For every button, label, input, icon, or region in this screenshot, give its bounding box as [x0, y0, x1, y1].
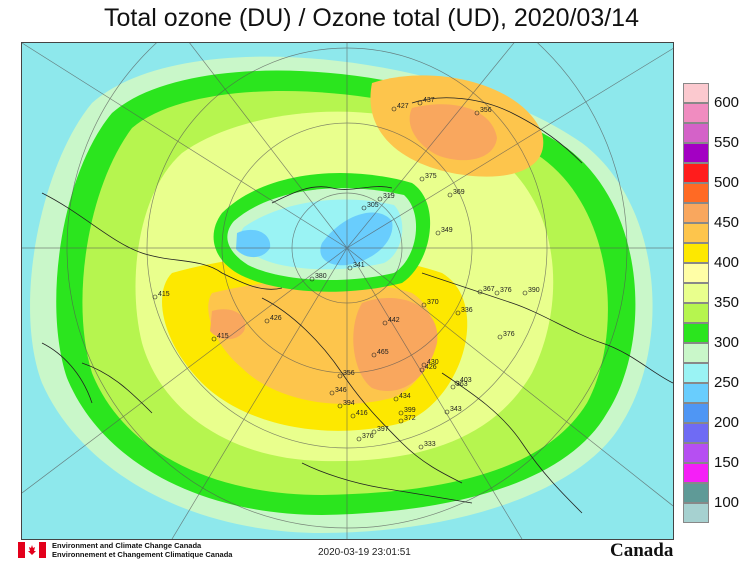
legend-swatch — [683, 383, 709, 403]
station-label: 336 — [461, 307, 473, 314]
station-label: 356 — [343, 370, 355, 377]
station-label: 370 — [427, 299, 439, 306]
station-label: 376 — [503, 331, 515, 338]
station-label: 333 — [424, 441, 436, 448]
legend-tick-label: 150 — [714, 454, 740, 471]
legend-swatch — [683, 343, 709, 363]
legend-tick-label: 500 — [714, 174, 740, 191]
station-label: 375 — [425, 173, 437, 180]
legend-swatch — [683, 263, 709, 283]
station-label: 437 — [423, 97, 435, 104]
legend-swatch — [683, 323, 709, 343]
legend-tick-label: 100 — [714, 494, 740, 511]
legend-tick-label: 600 — [714, 94, 740, 111]
legend-swatch — [683, 83, 709, 103]
station-label: 376 — [500, 287, 512, 294]
ozone-map: 437 356 427 375 369 305 319 349 380 341 … — [21, 42, 674, 540]
station-label: 380 — [315, 273, 327, 280]
legend-swatch — [683, 203, 709, 223]
legend-tick-label: 200 — [714, 414, 740, 431]
org-name-fr: Environnement et Changement Climatique C… — [52, 550, 233, 559]
legend-swatch — [683, 423, 709, 443]
station-label: 349 — [441, 227, 453, 234]
legend-swatch — [683, 443, 709, 463]
station-label: 319 — [383, 193, 395, 200]
legend-tick-label: 450 — [714, 214, 740, 231]
station-label: 305 — [367, 202, 379, 209]
station-label: 465 — [377, 349, 389, 356]
generated-timestamp: 2020-03-19 23:01:51 — [318, 547, 411, 558]
org-name: Environment and Climate Change Canada En… — [52, 541, 232, 559]
legend-swatch — [683, 283, 709, 303]
station-label: 426 — [270, 315, 282, 322]
legend-swatch — [683, 303, 709, 323]
station-label: 403 — [460, 377, 472, 384]
legend-tick-label: 550 — [714, 134, 740, 151]
station-label: 394 — [343, 400, 355, 407]
station-label: 341 — [353, 262, 365, 269]
legend-tick-label: 300 — [714, 334, 740, 351]
station-label: 416 — [356, 410, 368, 417]
station-label: 390 — [528, 287, 540, 294]
station-label: 426 — [425, 364, 437, 371]
legend-swatch — [683, 143, 709, 163]
legend-tick-label: 400 — [714, 254, 740, 271]
legend-swatch — [683, 463, 709, 483]
station-label: 367 — [483, 286, 495, 293]
map-title: Total ozone (DU) / Ozone total (UD), 202… — [104, 4, 639, 32]
station-label: 434 — [399, 393, 411, 400]
legend-swatch — [683, 223, 709, 243]
station-label: 363 — [456, 381, 468, 388]
legend-tick-label: 350 — [714, 294, 740, 311]
ozone-map-canvas: 437 356 427 375 369 305 319 349 380 341 … — [22, 43, 673, 539]
station-label: 415 — [217, 333, 229, 340]
station-label: 372 — [404, 415, 416, 422]
station-label: 399 — [404, 407, 416, 414]
station-label: 356 — [480, 107, 492, 114]
station-label: 346 — [335, 387, 347, 394]
station-label: 430 — [427, 359, 439, 366]
station-label: 442 — [388, 317, 400, 324]
station-label: 369 — [453, 189, 465, 196]
station-label: 427 — [397, 103, 409, 110]
legend-swatch — [683, 363, 709, 383]
legend-swatch — [683, 483, 709, 503]
canada-flag-icon — [18, 542, 46, 558]
legend-swatch — [683, 103, 709, 123]
legend-swatch — [683, 403, 709, 423]
station-label: 376 — [362, 433, 374, 440]
org-name-en: Environment and Climate Change Canada — [52, 541, 202, 550]
station-label: 397 — [377, 426, 389, 433]
station-markers: 437 356 427 375 369 305 319 349 380 341 … — [152, 97, 540, 450]
legend-swatch — [683, 503, 709, 523]
station-label: 343 — [450, 406, 462, 413]
legend-swatch — [683, 183, 709, 203]
legend-tick-label: 250 — [714, 374, 740, 391]
legend-swatch — [683, 243, 709, 263]
legend-swatch — [683, 123, 709, 143]
canada-wordmark: Canada — [610, 540, 674, 561]
legend-swatch — [683, 163, 709, 183]
station-label: 415 — [158, 291, 170, 298]
